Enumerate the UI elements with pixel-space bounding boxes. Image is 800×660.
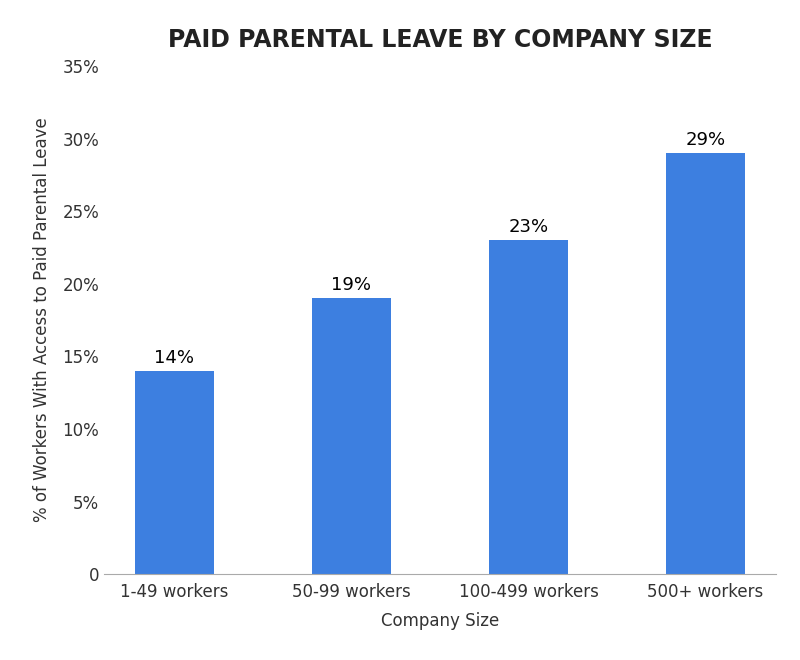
Bar: [134, 371, 214, 574]
Bar: [666, 153, 746, 574]
Bar: [489, 240, 568, 574]
Text: 19%: 19%: [331, 276, 371, 294]
X-axis label: Company Size: Company Size: [381, 612, 499, 630]
Title: PAID PARENTAL LEAVE BY COMPANY SIZE: PAID PARENTAL LEAVE BY COMPANY SIZE: [168, 28, 712, 51]
Text: 23%: 23%: [509, 218, 549, 236]
Bar: [312, 298, 391, 574]
Y-axis label: % of Workers With Access to Paid Parental Leave: % of Workers With Access to Paid Parenta…: [34, 117, 51, 523]
Text: 29%: 29%: [686, 131, 726, 148]
Text: 14%: 14%: [154, 348, 194, 366]
